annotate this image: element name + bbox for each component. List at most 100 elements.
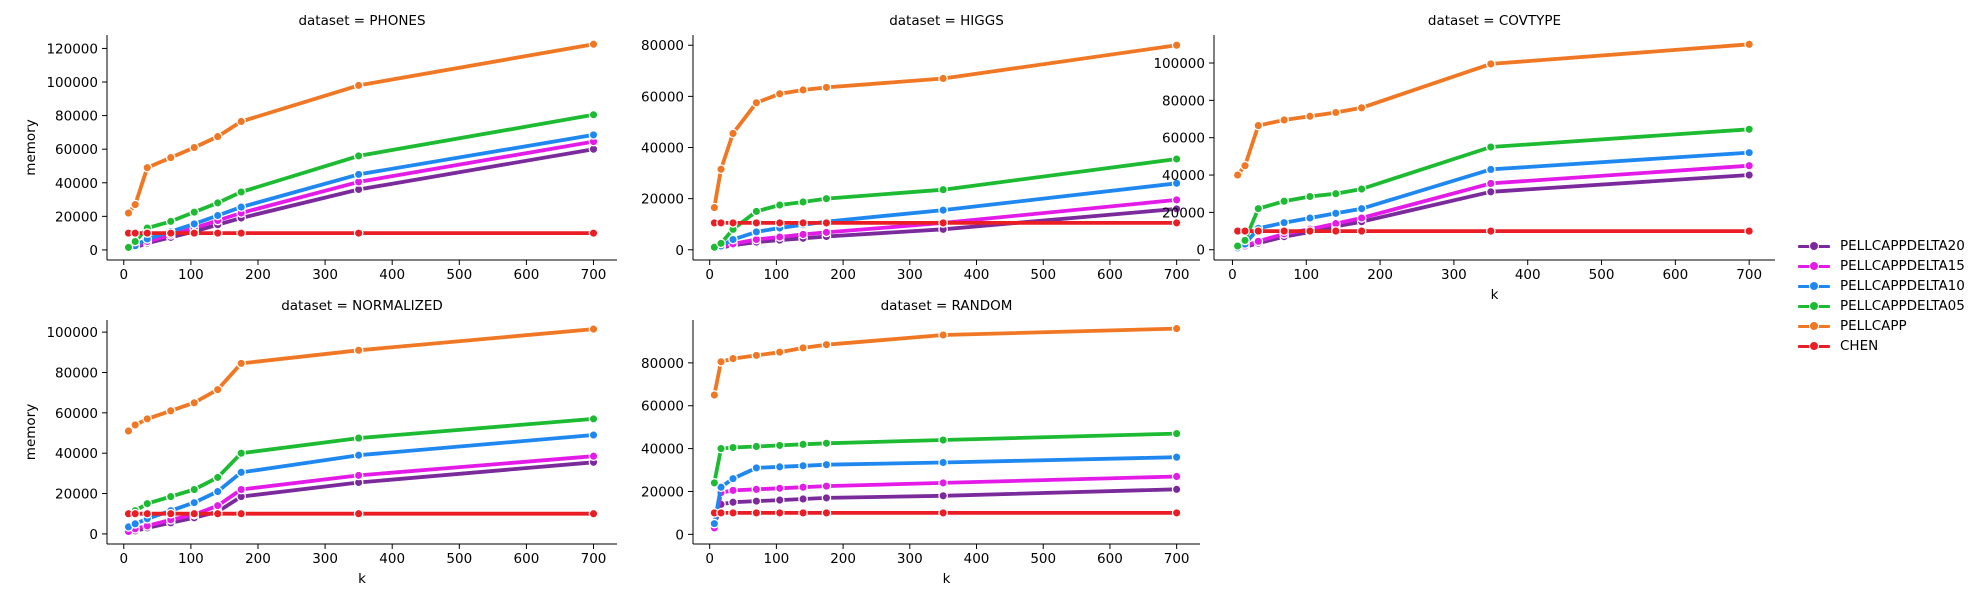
- x-tick-label: 200: [1367, 267, 1393, 283]
- data-point: [1253, 120, 1264, 131]
- y-tick-label: 60000: [1162, 131, 1205, 147]
- y-tick-label: 40000: [1162, 168, 1205, 184]
- data-point: [1356, 102, 1367, 113]
- y-tick-label: 80000: [641, 356, 684, 372]
- series-pellcapp: [709, 40, 1182, 213]
- data-point: [588, 228, 599, 238]
- data-point: [588, 39, 599, 50]
- data-point: [212, 500, 223, 511]
- data-point: [716, 443, 726, 454]
- y-tick-label: 0: [1196, 243, 1205, 259]
- data-point: [236, 358, 247, 369]
- series-pellcappdelta20: [123, 457, 599, 538]
- data-point: [165, 491, 176, 502]
- data-point: [1485, 59, 1496, 69]
- data-point: [716, 482, 726, 493]
- x-tick-label: 500: [446, 551, 472, 567]
- data-point: [130, 420, 141, 430]
- y-tick-label: 0: [675, 243, 684, 259]
- x-tick-label: 500: [1030, 551, 1056, 567]
- data-point: [353, 228, 364, 238]
- data-point: [728, 497, 738, 508]
- data-point: [236, 228, 247, 238]
- data-point: [821, 82, 832, 93]
- data-point: [353, 169, 364, 180]
- legend-swatch: [1796, 240, 1832, 252]
- y-tick-label: 40000: [55, 176, 98, 192]
- y-tick-label: 120000: [46, 41, 98, 57]
- data-point: [798, 343, 808, 353]
- data-point: [709, 478, 720, 488]
- x-tick-label: 700: [1164, 267, 1190, 283]
- data-point: [1279, 115, 1289, 125]
- data-point: [123, 426, 134, 436]
- data-point: [588, 130, 599, 140]
- panel-title: dataset = NORMALIZED: [281, 298, 443, 314]
- data-point: [1485, 226, 1496, 236]
- data-point: [1171, 428, 1182, 439]
- y-tick-label: 20000: [1162, 205, 1205, 221]
- data-point: [1171, 195, 1182, 205]
- series-pellcappdelta05: [709, 428, 1182, 488]
- data-point: [236, 508, 247, 519]
- data-point: [212, 508, 223, 519]
- data-point: [1356, 184, 1367, 194]
- data-point: [798, 508, 808, 518]
- data-point: [1253, 226, 1264, 236]
- data-point: [798, 494, 808, 504]
- y-tick-label: 60000: [641, 399, 684, 415]
- data-point: [189, 497, 200, 508]
- x-tick-label: 100: [763, 267, 789, 283]
- data-point: [236, 116, 247, 127]
- x-axis-label: k: [943, 571, 951, 587]
- data-point: [212, 198, 223, 208]
- data-point: [751, 463, 762, 473]
- series-pellcappdelta10: [709, 452, 1182, 529]
- data-point: [1305, 191, 1315, 202]
- data-point: [236, 467, 247, 478]
- data-point: [1744, 160, 1755, 171]
- data-point: [588, 430, 599, 440]
- y-tick-label: 20000: [55, 209, 98, 225]
- series-chen: [123, 228, 599, 238]
- data-point: [1485, 164, 1496, 175]
- data-point: [353, 433, 364, 443]
- data-point: [123, 242, 134, 253]
- data-point: [821, 508, 832, 518]
- y-tick-label: 60000: [55, 406, 98, 422]
- data-point: [189, 207, 200, 217]
- x-axis-label: k: [358, 571, 366, 587]
- panel-title: dataset = RANDOM: [881, 298, 1013, 314]
- data-point: [212, 131, 223, 142]
- data-point: [1356, 203, 1367, 214]
- y-tick-label: 40000: [641, 442, 684, 458]
- data-point: [165, 508, 176, 519]
- data-point: [1171, 154, 1182, 164]
- data-point: [821, 481, 832, 491]
- data-point: [774, 347, 785, 358]
- data-point: [212, 472, 223, 483]
- series-line: [126, 327, 596, 433]
- x-tick-label: 300: [897, 551, 923, 567]
- panel-title: dataset = PHONES: [298, 13, 425, 29]
- y-tick-label: 40000: [55, 446, 98, 462]
- data-point: [130, 508, 141, 519]
- data-point: [212, 210, 223, 221]
- data-point: [1485, 186, 1496, 197]
- data-point: [938, 73, 949, 84]
- data-point: [1744, 39, 1755, 50]
- data-point: [1171, 471, 1182, 482]
- legend: PELLCAPPDELTA20 PELLCAPPDELTA15 PELLCAPPDE…: [1796, 236, 1971, 356]
- data-point: [189, 508, 200, 519]
- y-tick-label: 60000: [641, 89, 684, 105]
- y-tick-label: 0: [89, 243, 98, 259]
- series-pellcappdelta05: [123, 414, 599, 519]
- y-tick-label: 80000: [641, 38, 684, 54]
- x-tick-label: 0: [119, 551, 128, 567]
- data-point: [751, 484, 762, 495]
- data-point: [751, 441, 762, 452]
- data-point: [236, 187, 247, 197]
- data-point: [774, 218, 785, 228]
- data-point: [728, 218, 738, 228]
- data-point: [774, 232, 785, 242]
